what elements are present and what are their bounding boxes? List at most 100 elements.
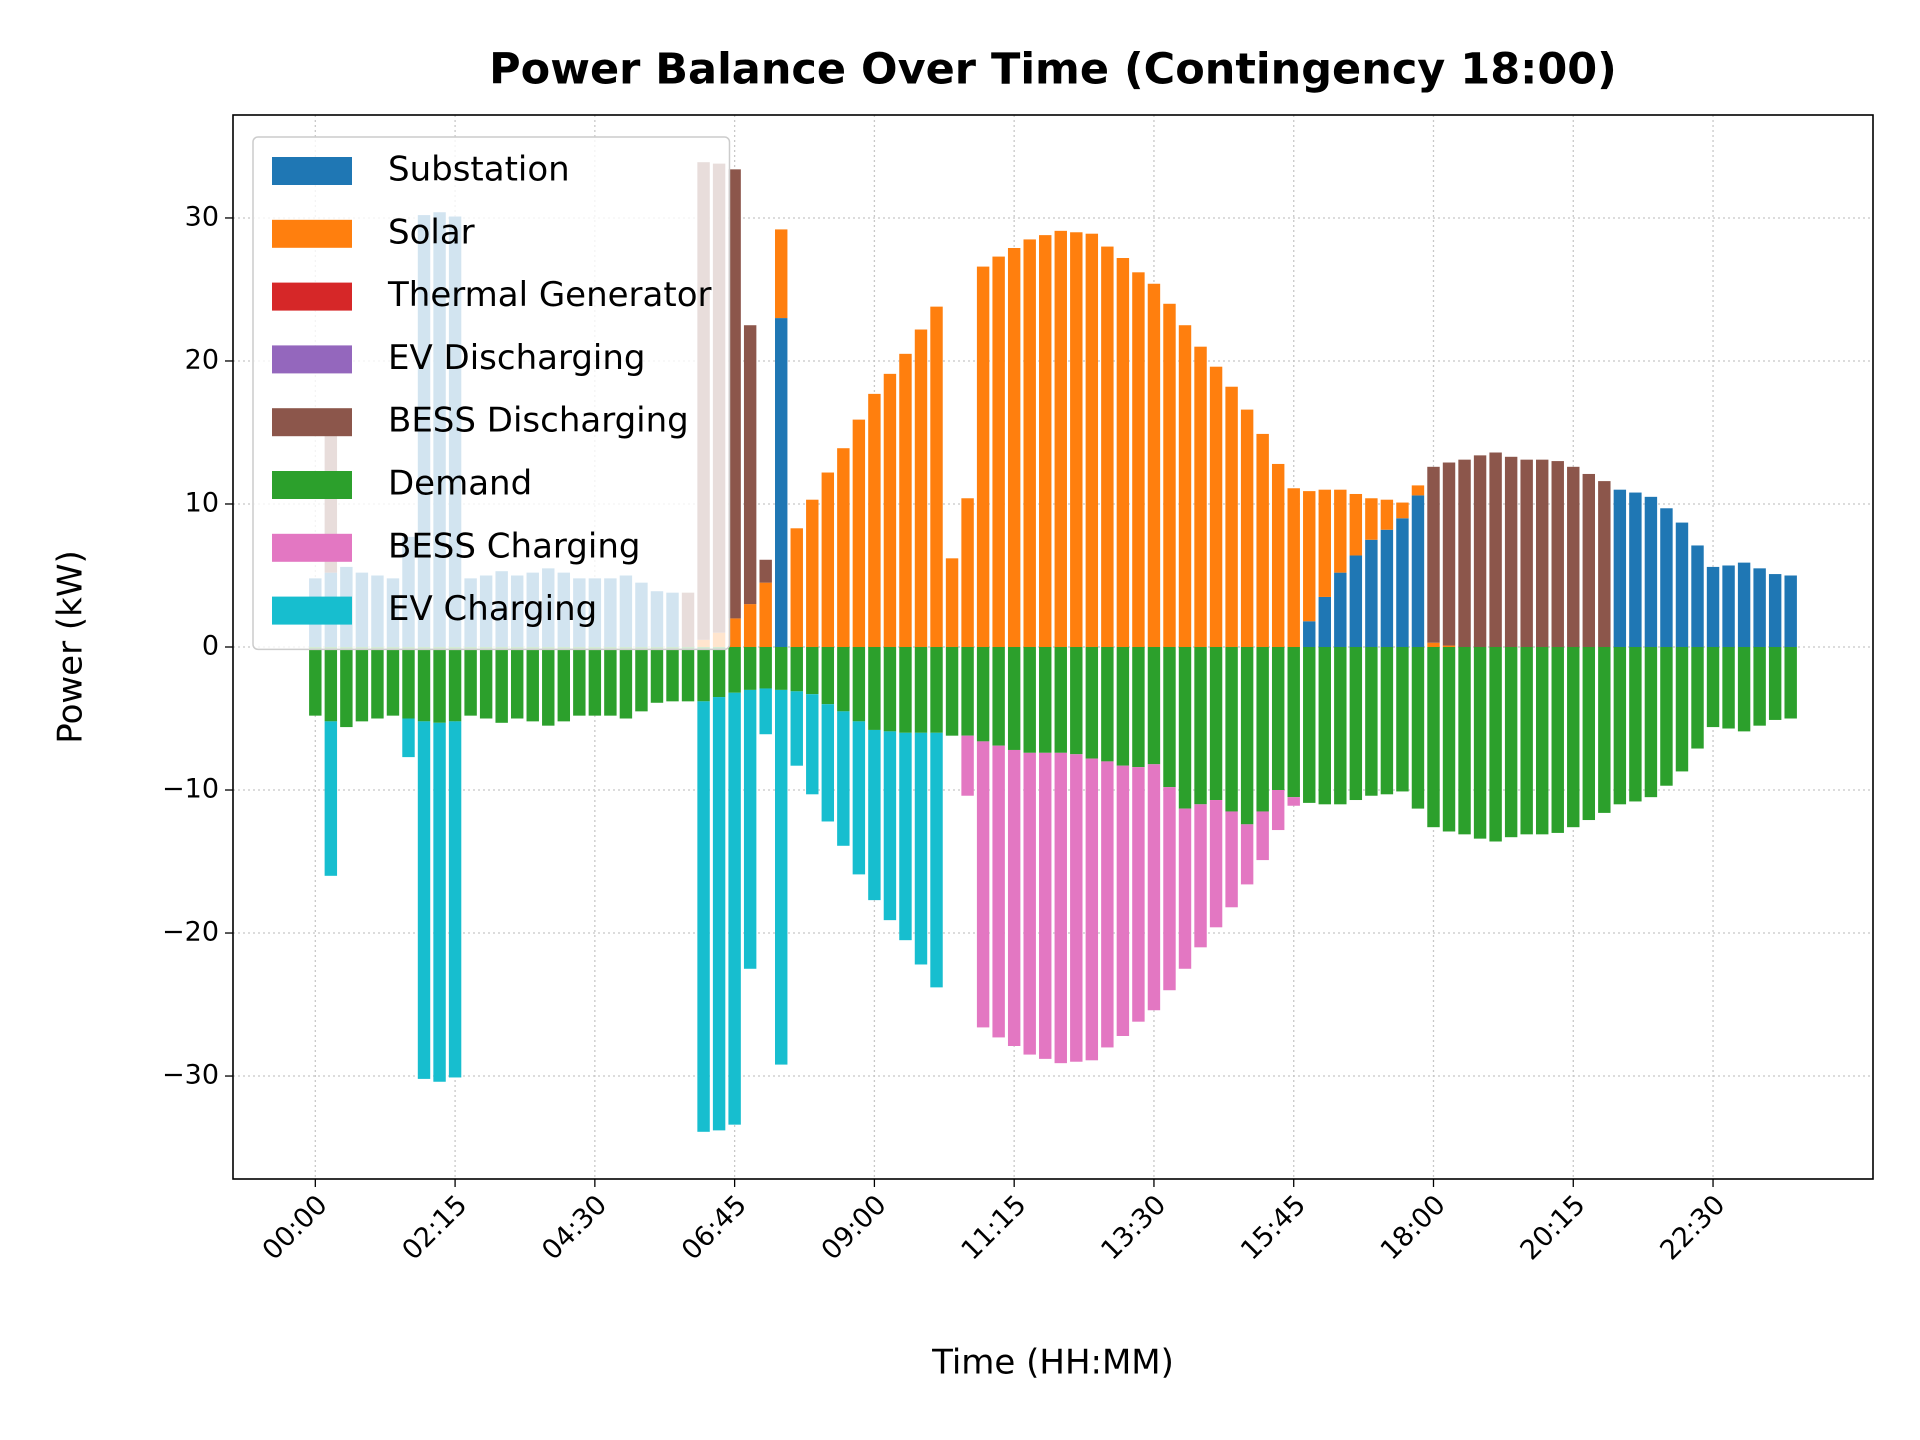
bar: [759, 559, 772, 583]
bar: [1225, 811, 1238, 908]
bar: [1178, 325, 1192, 647]
bar: [1303, 491, 1316, 622]
bar: [1551, 647, 1564, 833]
bar: [1287, 488, 1300, 647]
bar: [1209, 366, 1223, 647]
bar: [1303, 647, 1316, 803]
bar: [1768, 647, 1782, 720]
bar: [743, 647, 757, 690]
bar: [1334, 489, 1347, 573]
bar: [1085, 758, 1099, 1061]
bar: [743, 689, 757, 969]
bar: [1629, 492, 1642, 647]
bar: [743, 604, 757, 647]
bar: [1178, 808, 1192, 969]
bar: [1085, 647, 1099, 759]
bar: [448, 647, 462, 722]
bar: [650, 647, 664, 703]
legend-swatch: [272, 408, 352, 437]
bar: [1023, 752, 1036, 1055]
x-tick-label: 20:15: [1515, 1189, 1592, 1266]
bar: [1039, 647, 1052, 753]
bar: [1551, 461, 1564, 647]
x-tick-label: 02:15: [396, 1189, 473, 1266]
bar: [526, 647, 539, 722]
x-tick-label: 13:30: [1095, 1189, 1172, 1266]
bar: [1567, 647, 1580, 828]
bar: [914, 329, 928, 647]
bar: [728, 618, 741, 647]
bar: [759, 688, 772, 735]
bar: [697, 701, 710, 1132]
bar: [759, 582, 772, 647]
x-tick-label: 18:00: [1375, 1189, 1452, 1266]
bar: [945, 647, 959, 736]
bar: [402, 647, 415, 719]
legend-swatch: [272, 345, 352, 374]
bar: [806, 647, 819, 695]
bar: [1613, 647, 1627, 805]
bar: [1504, 456, 1518, 647]
bar: [433, 647, 446, 723]
bar: [1768, 574, 1782, 647]
bar: [883, 647, 897, 732]
bar: [743, 325, 757, 605]
bar: [1442, 462, 1456, 646]
bar: [324, 721, 338, 876]
x-tick-label: 00:00: [257, 1189, 334, 1266]
bar: [464, 647, 477, 716]
bar: [355, 647, 369, 722]
bar: [1132, 647, 1145, 768]
legend-label: Substation: [388, 150, 570, 190]
x-axis-label: Time (HH:MM): [931, 1343, 1174, 1383]
y-tick-label: −20: [162, 917, 219, 948]
bar: [386, 647, 400, 716]
chart-title: Power Balance Over Time (Contingency 18:…: [489, 45, 1617, 95]
bar: [1240, 409, 1254, 647]
bar: [1473, 647, 1487, 839]
bar: [573, 647, 586, 716]
bar: [914, 647, 928, 733]
bar: [479, 647, 493, 719]
y-tick-label: −10: [162, 774, 219, 805]
bar: [712, 697, 726, 1131]
bar: [1209, 647, 1223, 801]
bar: [557, 647, 571, 722]
y-tick-label: 20: [185, 344, 219, 375]
bar: [417, 721, 431, 1079]
bar: [1147, 764, 1161, 1011]
bar: [1520, 647, 1533, 835]
bar: [1691, 545, 1704, 647]
bar: [1007, 248, 1021, 647]
bar: [417, 647, 431, 722]
bar: [930, 306, 943, 647]
bar: [821, 704, 835, 822]
bar: [1753, 568, 1766, 647]
bar: [1644, 647, 1658, 798]
bar: [852, 721, 866, 875]
plot-frame: [232, 114, 1874, 1180]
bar: [1365, 498, 1378, 540]
bar: [775, 647, 788, 690]
bar: [1706, 647, 1720, 728]
bar: [309, 647, 322, 716]
bar: [1349, 493, 1363, 556]
bar: [1675, 522, 1689, 647]
bar: [821, 472, 835, 647]
bar: [1442, 647, 1456, 832]
bar: [1411, 647, 1425, 809]
bar: [1442, 645, 1456, 647]
bar: [1722, 647, 1735, 729]
bar: [1411, 485, 1425, 496]
legend-label: EV Charging: [388, 589, 597, 629]
bar: [790, 691, 803, 766]
x-tick-label: 15:45: [1235, 1189, 1312, 1266]
bar: [1271, 790, 1285, 831]
bar: [868, 393, 881, 647]
bar: [1380, 529, 1394, 647]
legend-box: [252, 136, 731, 651]
bar: [775, 689, 788, 1065]
bar: [759, 647, 772, 689]
bar: [775, 318, 788, 647]
